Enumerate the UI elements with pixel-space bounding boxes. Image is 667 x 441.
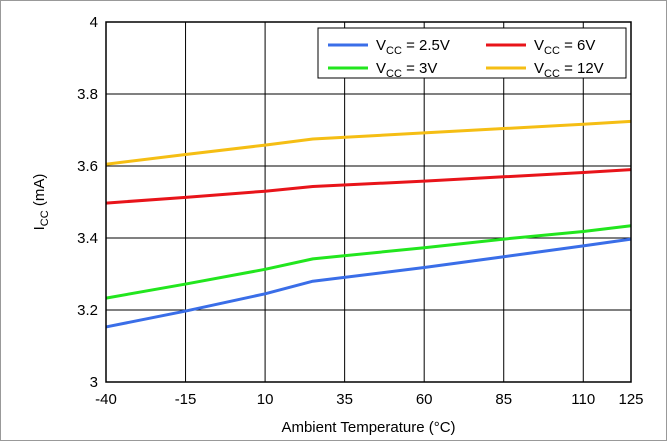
- legend: VCC = 2.5V VCC = 3V VCC = 6V VCC = 12V: [317, 27, 627, 80]
- x-tick-label: -15: [175, 391, 197, 408]
- y-tick-label: 3.8: [77, 86, 98, 103]
- series-line-3V: [105, 224, 632, 300]
- y-tick-labels: 3 3.2 3.4 3.6 3.8 4: [77, 14, 98, 391]
- legend-label-6V: VCC = 6V: [534, 37, 595, 57]
- x-tick-label: -40: [95, 391, 117, 408]
- y-tick-label: 3: [90, 374, 98, 391]
- y-tick-label: 3.2: [77, 302, 98, 319]
- x-tick-labels: -40 -15 10 35 60 85 110 125: [95, 391, 643, 408]
- legend-label-2.5V: VCC = 2.5V: [376, 37, 450, 57]
- series-line-2.5V: [105, 237, 632, 329]
- grid: [106, 22, 631, 382]
- x-tick-label: 85: [495, 391, 512, 408]
- x-tick-label: 35: [336, 391, 353, 408]
- y-axis-label-sub: CC: [39, 210, 51, 226]
- legend-label-12V: VCC = 12V: [534, 60, 604, 80]
- legend-label-3V: VCC = 3V: [376, 60, 437, 80]
- y-axis-label: ICC (mA): [31, 174, 51, 231]
- y-tick-label: 4: [90, 14, 98, 31]
- legend-box: [317, 27, 627, 79]
- series-layer: [105, 119, 632, 329]
- y-tick-label: 3.6: [77, 158, 98, 175]
- x-tick-label: 10: [257, 391, 274, 408]
- x-axis-label: Ambient Temperature (°C): [281, 419, 455, 436]
- plot-border: [105, 21, 632, 383]
- y-axis-label-suffix: (mA): [31, 174, 48, 211]
- y-axis-label-main: I: [31, 226, 48, 230]
- y-tick-label: 3.4: [77, 230, 98, 247]
- series-line-6V: [105, 168, 632, 205]
- x-tick-label: 110: [571, 391, 595, 408]
- series-line-12V: [105, 119, 632, 166]
- x-tick-label: 60: [416, 391, 433, 408]
- x-tick-label: 125: [618, 391, 643, 408]
